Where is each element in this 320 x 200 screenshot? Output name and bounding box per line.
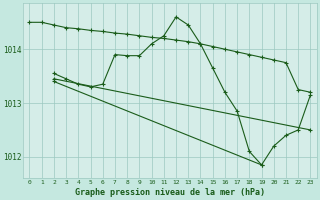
X-axis label: Graphe pression niveau de la mer (hPa): Graphe pression niveau de la mer (hPa) xyxy=(75,188,265,197)
